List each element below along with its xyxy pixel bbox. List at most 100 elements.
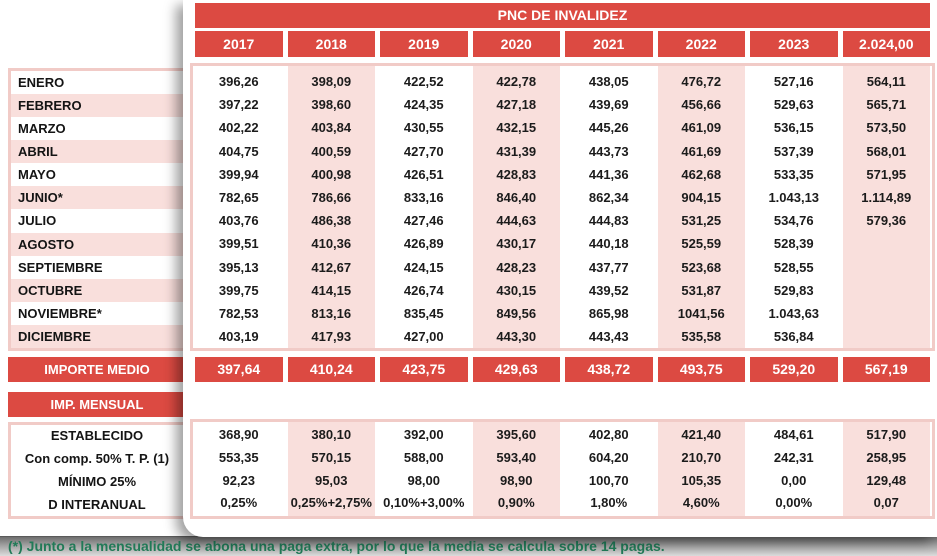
data-cell: 846,40	[496, 189, 537, 205]
data-cell: 525,59	[681, 236, 722, 252]
amount-cell: 588,00	[403, 449, 444, 465]
year-header-cell: 2022	[657, 31, 745, 57]
data-cell: 461,09	[681, 120, 722, 136]
year-header-cell: 2.024,00	[842, 31, 930, 57]
data-cell: 813,16	[311, 305, 352, 321]
data-cell: 395,13	[218, 259, 259, 275]
monthly-amount-grid: 368,90 553,35 92,23 0,25% 380,10 570,15 95,03 0…	[193, 422, 932, 516]
importe-medio-cell: 438,72	[565, 357, 653, 382]
amount-cell: 0,07	[873, 495, 899, 511]
amount-cell: 242,31	[773, 449, 814, 465]
data-cell: 536,84	[773, 329, 814, 345]
data-cell: 443,73	[588, 143, 629, 159]
amount-cell: 100,70	[588, 472, 629, 488]
data-cell: 531,87	[681, 282, 722, 298]
data-cell: 428,23	[496, 259, 537, 275]
month-row: ABRIL	[11, 140, 183, 164]
amount-cell: 593,40	[496, 449, 537, 465]
data-cell: 439,52	[588, 282, 629, 298]
year-header-cell: 2023	[750, 31, 838, 57]
amount-cell: 98,00	[407, 472, 441, 488]
monthly-data-grid: 396,26 397,22 402,22 404,75 399,94 782,65 403,…	[193, 66, 932, 349]
month-row: SEPTIEMBRE	[11, 255, 183, 279]
data-cell: 444,83	[588, 213, 629, 229]
data-cell: 528,55	[773, 259, 814, 275]
amount-cell: 0,00%	[775, 495, 813, 511]
data-cell: 439,69	[588, 97, 629, 113]
data-cell: 438,05	[588, 74, 629, 89]
year-column: 398,09 398,60 403,84 400,59 400,98 786,66 486,…	[287, 66, 375, 349]
imp-mensual-bar: IMP. MENSUAL	[8, 392, 186, 417]
data-cell: 443,43	[588, 329, 629, 345]
data-cell: 396,26	[218, 74, 259, 89]
month-row: MARZO	[11, 117, 183, 141]
month-label: MARZO	[18, 121, 66, 137]
importe-medio-bar: IMPORTE MEDIO	[8, 357, 186, 382]
bottom-labels-panel: ESTABLECIDO Con comp. 50% T. P. (1) MÍNIMO…	[8, 422, 186, 519]
data-cell: 865,98	[588, 305, 629, 321]
data-cell: 398,09	[311, 74, 352, 89]
data-cell: 424,15	[403, 259, 444, 275]
footnote-band: (*) Junto a la mensualidad se abona una …	[0, 536, 937, 556]
data-cell: 904,15	[681, 189, 722, 205]
data-cell	[843, 279, 931, 302]
data-cell	[843, 256, 931, 279]
data-cell	[843, 325, 931, 348]
data-cell: 536,15	[773, 120, 814, 136]
data-cell: 414,15	[311, 282, 352, 298]
month-row: MAYO	[11, 163, 183, 187]
data-cell: 835,45	[403, 305, 444, 321]
data-cell: 571,95	[866, 166, 907, 182]
data-cell: 440,18	[588, 236, 629, 252]
data-cell: 410,36	[311, 236, 352, 252]
month-label: AGOSTO	[18, 236, 75, 252]
data-cell: 533,35	[773, 166, 814, 182]
month-label: ENERO	[18, 75, 65, 90]
amount-column: 421,40 210,70 105,35 4,60%	[657, 422, 745, 516]
data-cell: 427,46	[403, 213, 444, 229]
data-cell: 568,01	[866, 143, 907, 159]
amount-row-label: D INTERANUAL	[48, 496, 146, 512]
data-cell	[843, 232, 931, 255]
data-cell: 445,26	[588, 120, 629, 136]
amount-column: 517,90 258,95 129,48 0,07	[842, 422, 930, 516]
data-cell: 430,17	[496, 236, 537, 252]
data-cell: 1.043,63	[768, 305, 820, 321]
month-label: NOVIEMBRE*	[18, 305, 102, 321]
importe-medio-row: 397,64 410,24 423,75 429,63 438,72 493,75 529,…	[195, 357, 930, 382]
amount-cell: 395,60	[496, 427, 537, 442]
data-cell: 400,98	[311, 166, 352, 182]
amount-cell: 402,80	[588, 427, 629, 442]
data-cell: 399,94	[218, 166, 259, 182]
data-cell: 404,75	[218, 143, 259, 159]
year-header-cell: 2020	[472, 31, 560, 57]
amount-cell: 604,20	[588, 449, 629, 465]
month-label: ABRIL	[18, 144, 58, 160]
amount-cell: 0,25%	[220, 495, 258, 511]
data-cell: 430,15	[496, 282, 537, 298]
data-cell: 486,38	[311, 213, 352, 229]
data-cell: 849,56	[496, 305, 537, 321]
data-cell: 422,78	[496, 74, 537, 89]
importe-medio-cell: 567,19	[842, 357, 930, 382]
data-cell: 782,53	[218, 305, 259, 321]
importe-medio-cell: 410,24	[287, 357, 375, 382]
monthly-data-panel: 396,26 397,22 402,22 404,75 399,94 782,65 403,…	[190, 63, 935, 351]
data-cell: 403,84	[311, 120, 352, 136]
year-column: 476,72 456,66 461,09 461,69 462,68 904,15 531,…	[657, 66, 745, 349]
data-cell: 534,76	[773, 213, 814, 229]
amount-cell: 258,95	[866, 449, 907, 465]
data-cell: 402,22	[218, 120, 259, 136]
data-cell: 461,69	[681, 143, 722, 159]
year-header-cell: 2019	[380, 31, 468, 57]
data-cell: 537,39	[773, 143, 814, 159]
data-cell: 443,30	[496, 329, 537, 345]
data-cell: 476,72	[681, 74, 722, 89]
data-cell: 427,70	[403, 143, 444, 159]
data-cell: 527,16	[773, 74, 814, 89]
month-row: JULIO	[11, 209, 183, 233]
data-cell: 444,63	[496, 213, 537, 229]
data-cell: 1041,56	[677, 305, 725, 321]
amount-column: 484,61 242,31 0,00 0,00%	[750, 422, 838, 516]
data-cell: 782,65	[218, 189, 259, 205]
